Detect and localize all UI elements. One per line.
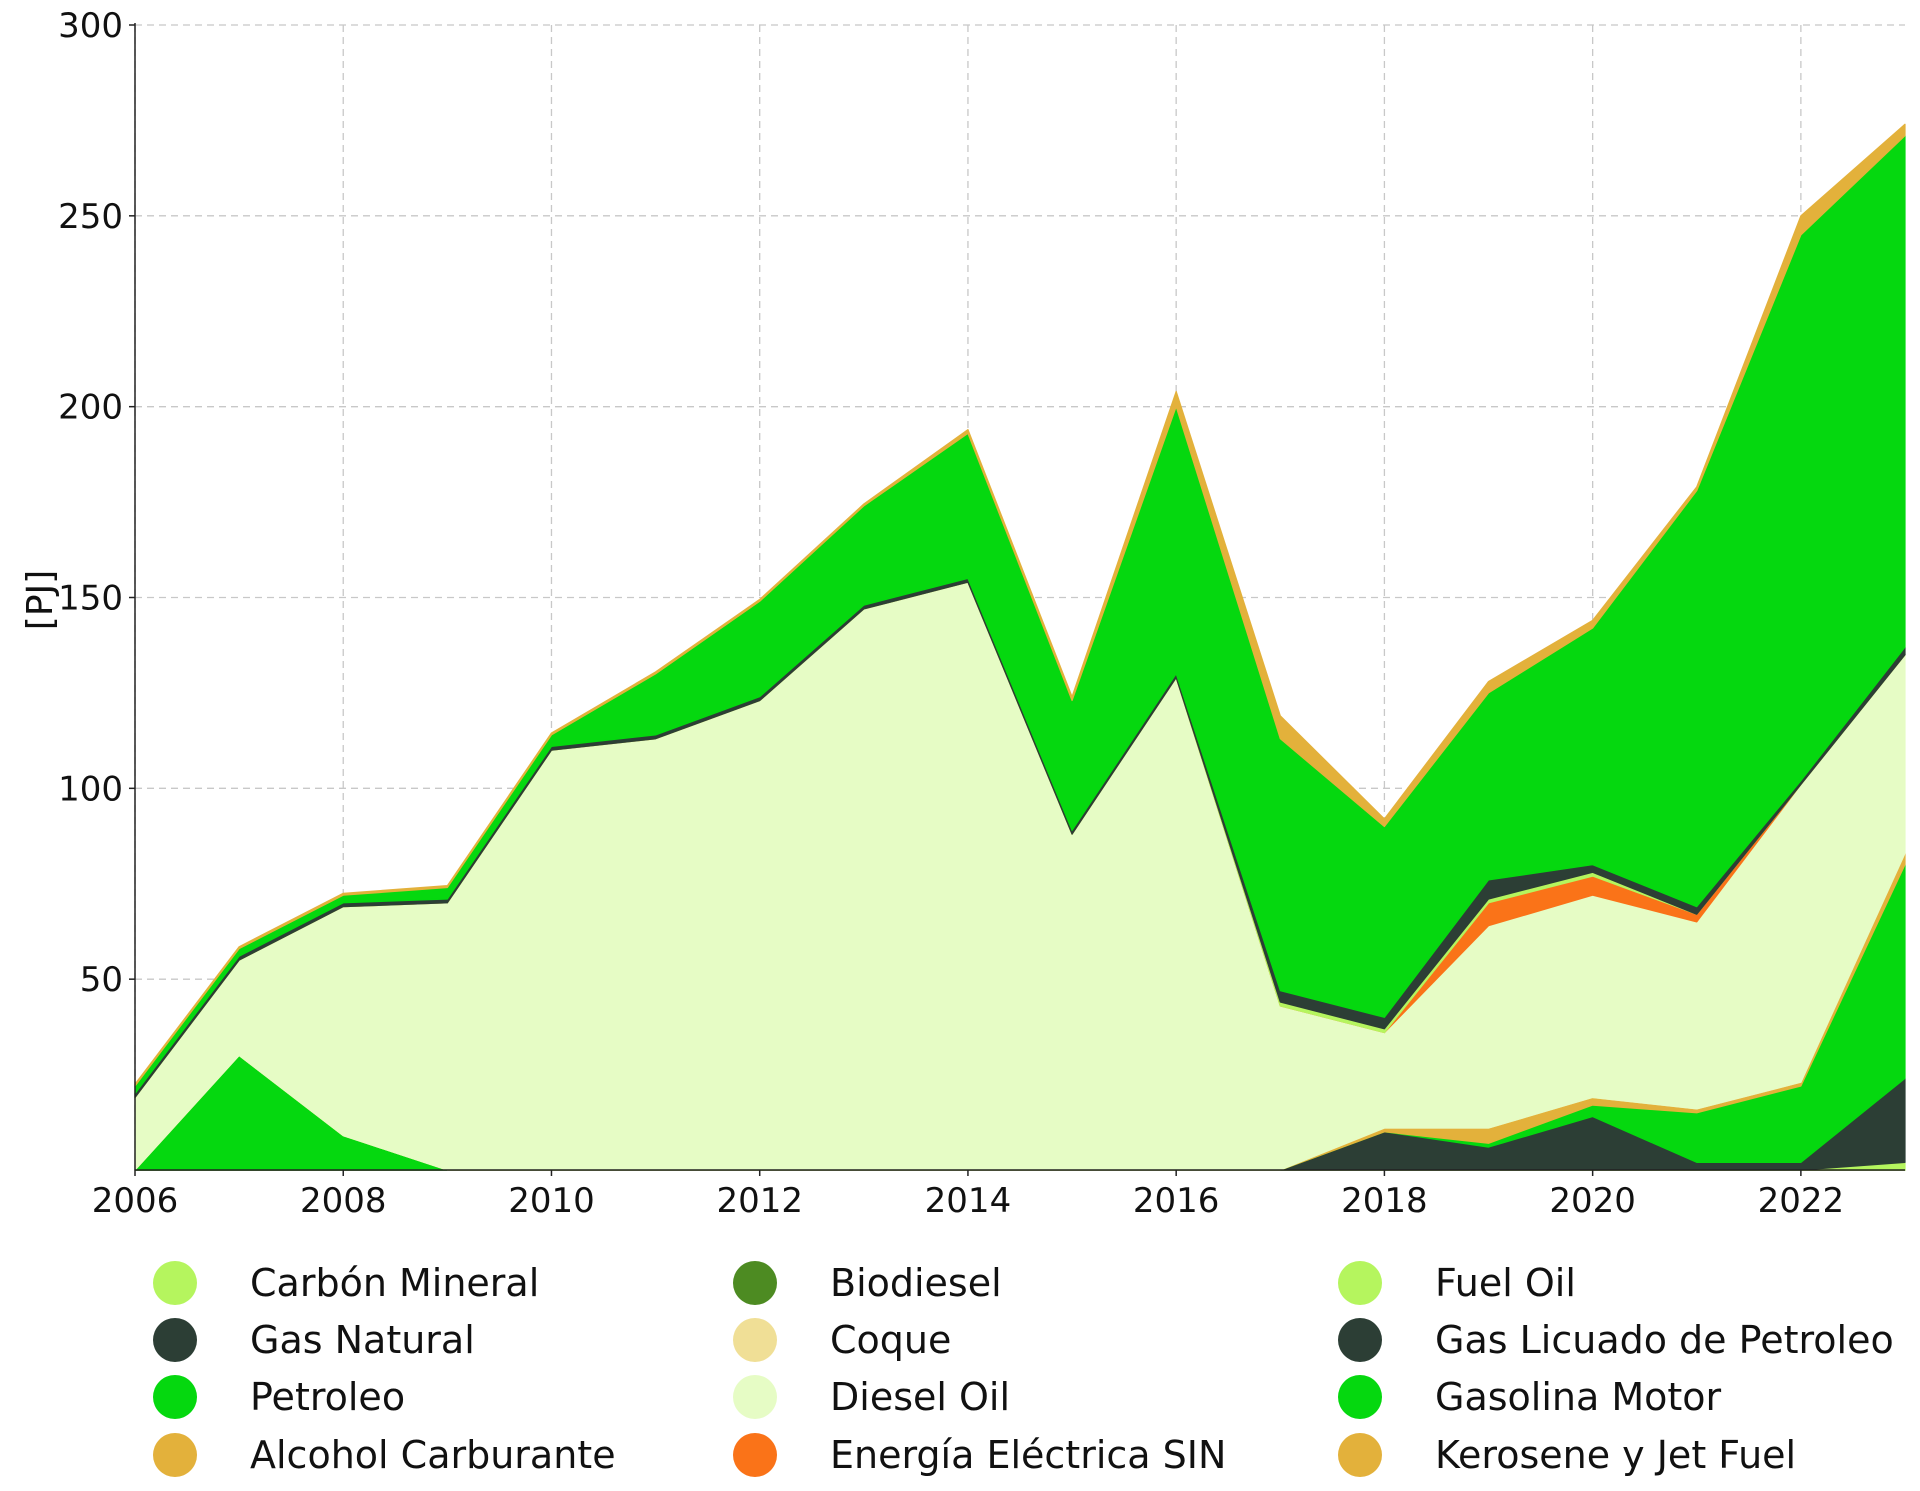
legend-label: Alcohol Carburante — [250, 1433, 616, 1477]
legend-swatch — [1338, 1375, 1382, 1419]
legend-item: Gas Natural — [153, 1318, 475, 1362]
legend-swatch — [733, 1375, 777, 1419]
legend-swatch — [153, 1318, 197, 1362]
x-tick-label: 2006 — [92, 1181, 179, 1221]
legend-label: Petroleo — [250, 1375, 405, 1419]
legend-item: Diesel Oil — [733, 1375, 1010, 1419]
legend-swatch — [153, 1375, 197, 1419]
x-tick-label: 2022 — [1758, 1181, 1845, 1221]
legend-item: Gasolina Motor — [1338, 1375, 1722, 1419]
x-tick-label: 2018 — [1341, 1181, 1428, 1221]
y-tick-label: 50 — [80, 960, 123, 1000]
legend-item: Kerosene y Jet Fuel — [1338, 1433, 1796, 1477]
legend-item: Fuel Oil — [1338, 1261, 1576, 1305]
legend-swatch — [1338, 1433, 1382, 1477]
legend-item: Energía Eléctrica SIN — [733, 1433, 1226, 1477]
legend-swatch — [733, 1433, 777, 1477]
legend-swatch — [153, 1261, 197, 1305]
x-tick-label: 2008 — [300, 1181, 387, 1221]
x-tick-label: 2012 — [716, 1181, 803, 1221]
x-tick-label: 2020 — [1549, 1181, 1636, 1221]
legend-swatch — [1338, 1318, 1382, 1362]
legend-label: Gas Licuado de Petroleo — [1435, 1318, 1894, 1362]
area-series — [134, 123, 1906, 1171]
legend-swatch — [733, 1261, 777, 1305]
y-tick-label: 150 — [58, 579, 123, 619]
legend-label: Diesel Oil — [830, 1375, 1010, 1419]
legend-label: Biodiesel — [830, 1261, 1002, 1305]
y-axis-title: [PJ] — [20, 570, 61, 630]
x-tick-label: 2010 — [508, 1181, 595, 1221]
legend-swatch — [153, 1433, 197, 1477]
legend-label: Coque — [830, 1318, 951, 1362]
legend-item: Carbón Mineral — [153, 1261, 539, 1305]
y-tick-label: 300 — [58, 6, 123, 46]
y-tick-label: 100 — [58, 769, 123, 809]
x-tick-label: 2014 — [925, 1181, 1012, 1221]
legend-swatch — [1338, 1261, 1382, 1305]
legend-item: Petroleo — [153, 1375, 405, 1419]
legend-swatch — [733, 1318, 777, 1362]
legend-label: Gas Natural — [250, 1318, 475, 1362]
legend-item: Biodiesel — [733, 1261, 1002, 1305]
legend-item: Coque — [733, 1318, 951, 1362]
y-tick-label: 250 — [58, 197, 123, 237]
legend: Carbón Mineral Biodiesel Fuel Oil Gas Natur… — [153, 1261, 1894, 1477]
legend-label: Carbón Mineral — [250, 1261, 539, 1305]
x-tick-label: 2016 — [1133, 1181, 1220, 1221]
legend-label: Energía Eléctrica SIN — [830, 1433, 1226, 1477]
legend-label: Fuel Oil — [1435, 1261, 1576, 1305]
legend-item: Alcohol Carburante — [153, 1433, 616, 1477]
legend-label: Gasolina Motor — [1435, 1375, 1722, 1419]
y-tick-label: 200 — [58, 388, 123, 428]
legend-label: Kerosene y Jet Fuel — [1435, 1433, 1796, 1477]
legend-item: Gas Licuado de Petroleo — [1338, 1318, 1894, 1362]
axes: [PJ] 2006 2008 2010 2012 2014 2016 2018 2020 202… — [20, 6, 1905, 1221]
area-kerosene-y-jet-fuel — [134, 123, 1906, 1087]
